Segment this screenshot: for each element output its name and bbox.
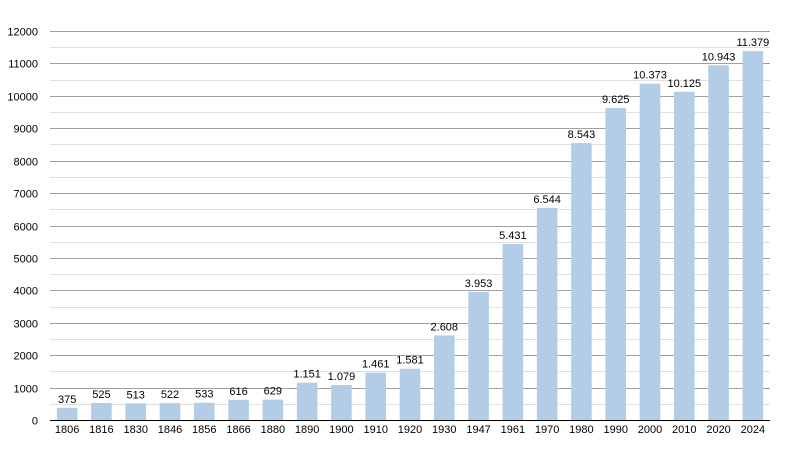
data-label: 5.431 xyxy=(499,230,527,242)
data-label: 525 xyxy=(92,389,110,401)
y-tick-label: 9000 xyxy=(14,124,38,136)
x-tick-label: 1900 xyxy=(329,424,353,436)
y-tick-label: 7000 xyxy=(14,189,38,201)
y-tick-label: 8000 xyxy=(14,157,38,169)
x-tick-label: 1947 xyxy=(466,424,490,436)
x-tick-label: 1930 xyxy=(432,424,456,436)
bar xyxy=(296,382,318,420)
bar xyxy=(91,402,112,420)
data-label: 10.125 xyxy=(667,78,701,90)
data-label: 6.544 xyxy=(533,194,561,206)
data-label: 8.543 xyxy=(568,129,596,141)
x-tick-label: 1846 xyxy=(158,424,182,436)
data-label: 375 xyxy=(58,394,76,406)
x-tick-label: 2010 xyxy=(672,424,696,436)
bar xyxy=(502,243,524,420)
x-tick-label: 1970 xyxy=(535,424,559,436)
y-tick-label: 10000 xyxy=(7,92,38,104)
data-label: 533 xyxy=(195,389,213,401)
data-label: 3.953 xyxy=(465,278,493,290)
data-label: 522 xyxy=(161,389,179,401)
x-tick-label: 1920 xyxy=(398,424,422,436)
bar xyxy=(434,335,455,420)
bar xyxy=(194,402,215,420)
y-axis-tick-labels: 0 1000 2000 3000 4000 5000 6000 7000 8000 9000 100… xyxy=(7,27,38,428)
bar xyxy=(536,207,558,420)
x-tick-label: 2000 xyxy=(638,424,662,436)
x-tick-label: 1806 xyxy=(55,424,79,436)
bar xyxy=(125,403,146,420)
x-tick-label: 2024 xyxy=(741,424,765,436)
x-tick-label: 1910 xyxy=(363,424,387,436)
y-tick-label: 4000 xyxy=(14,286,38,298)
y-tick-label: 5000 xyxy=(14,254,38,266)
y-tick-label: 0 xyxy=(32,416,38,428)
bar xyxy=(228,400,249,420)
bar xyxy=(399,368,421,420)
bar xyxy=(674,91,695,420)
x-tick-label: 2020 xyxy=(706,424,730,436)
bar xyxy=(468,291,489,420)
y-tick-label: 11000 xyxy=(8,59,38,71)
x-tick-label: 1856 xyxy=(192,424,216,436)
data-label: 10.373 xyxy=(633,70,667,82)
gridlines xyxy=(50,31,770,405)
bar xyxy=(56,407,78,420)
bar xyxy=(159,403,181,420)
bar xyxy=(262,399,284,420)
data-labels: 375 525 513 522 533 616 629 1.151 1.079 1.461 1.58… xyxy=(58,37,769,406)
y-tick-label: 6000 xyxy=(14,222,38,234)
data-label: 11.379 xyxy=(736,37,769,49)
x-tick-label: 1866 xyxy=(226,424,250,436)
data-label: 1.461 xyxy=(362,359,390,371)
bar xyxy=(708,65,729,421)
data-label: 513 xyxy=(127,389,145,401)
bar xyxy=(742,51,764,421)
y-tick-label: 1000 xyxy=(14,384,38,396)
x-tick-label: 1890 xyxy=(295,424,319,436)
bar xyxy=(331,385,352,420)
y-tick-label: 3000 xyxy=(14,319,38,331)
data-label: 616 xyxy=(229,386,247,398)
x-tick-label: 1961 xyxy=(501,424,525,436)
x-tick-label: 1830 xyxy=(123,424,147,436)
x-tick-label: 1880 xyxy=(261,424,285,436)
data-label: 9.625 xyxy=(602,94,630,106)
data-label: 10.943 xyxy=(702,51,736,63)
y-tick-label: 12000 xyxy=(7,27,38,39)
bar xyxy=(605,107,626,420)
bars xyxy=(56,51,764,421)
bar xyxy=(571,143,592,420)
x-tick-label: 1980 xyxy=(569,424,593,436)
data-label: 1.151 xyxy=(293,369,321,381)
bar xyxy=(639,83,661,420)
data-label: 1.581 xyxy=(396,355,424,367)
x-tick-label: 1816 xyxy=(89,424,113,436)
bar xyxy=(365,372,386,420)
x-tick-label: 1990 xyxy=(603,424,627,436)
data-label: 629 xyxy=(264,386,282,398)
y-tick-label: 2000 xyxy=(14,351,38,363)
x-axis-category-labels: 1806 1816 1830 1846 1856 1866 1880 1890 1900 1910… xyxy=(55,424,765,436)
data-label: 1.079 xyxy=(328,371,356,383)
data-label: 2.608 xyxy=(431,321,459,333)
